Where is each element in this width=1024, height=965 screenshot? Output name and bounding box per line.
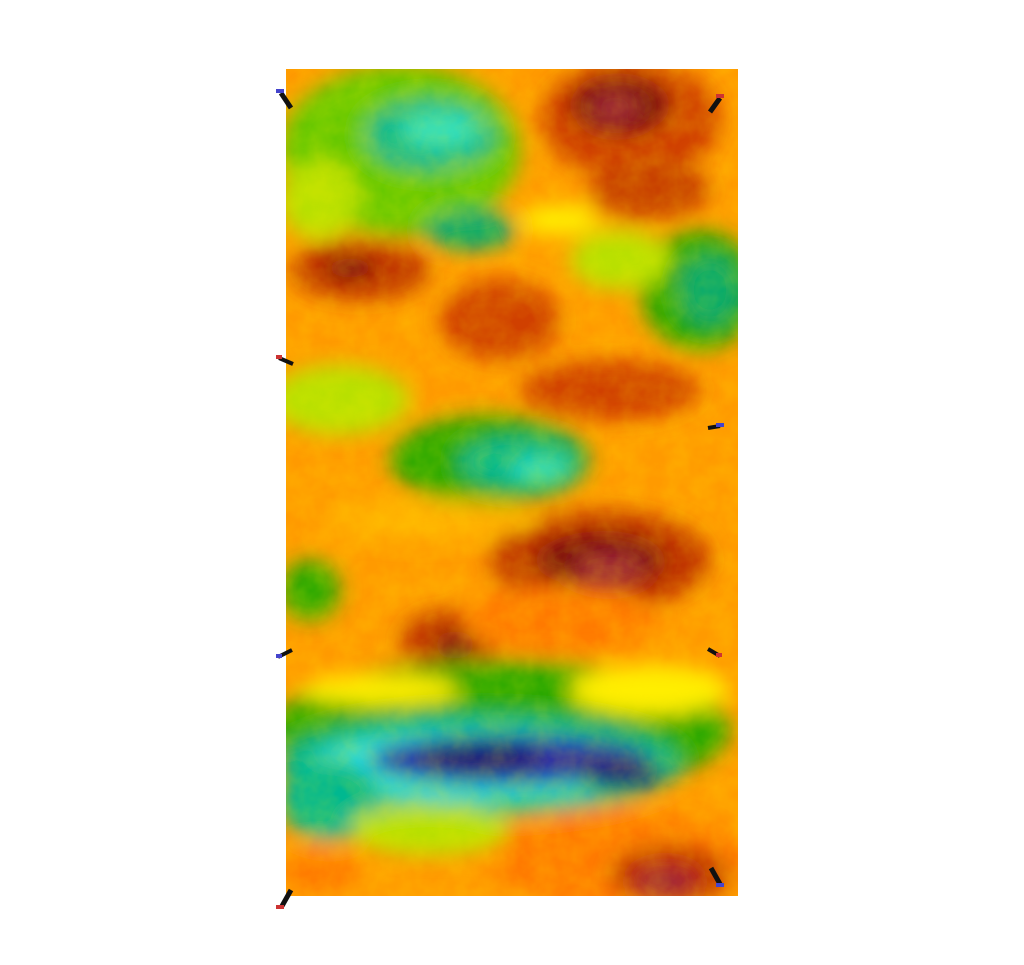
field-panel — [270, 60, 760, 910]
corner-marker-bottom-left — [276, 890, 291, 909]
field-texture — [286, 69, 738, 896]
